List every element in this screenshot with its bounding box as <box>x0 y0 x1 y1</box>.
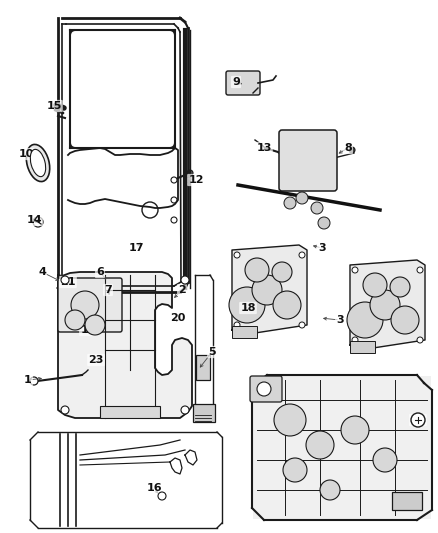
Circle shape <box>352 337 358 343</box>
Circle shape <box>373 448 397 472</box>
Text: 9: 9 <box>232 77 240 87</box>
Circle shape <box>85 315 105 335</box>
Text: 18: 18 <box>240 303 256 313</box>
Circle shape <box>30 377 38 385</box>
Circle shape <box>65 310 85 330</box>
Circle shape <box>283 458 307 482</box>
Text: 20: 20 <box>170 313 186 323</box>
Text: 17: 17 <box>128 243 144 253</box>
Circle shape <box>341 416 369 444</box>
Bar <box>253 376 431 519</box>
Circle shape <box>245 258 269 282</box>
FancyBboxPatch shape <box>58 278 122 332</box>
Circle shape <box>252 275 282 305</box>
Bar <box>392 492 422 510</box>
Text: 16: 16 <box>146 483 162 493</box>
Circle shape <box>311 202 323 214</box>
Bar <box>100 406 160 418</box>
Text: 7: 7 <box>104 285 112 295</box>
Text: 11: 11 <box>410 415 426 425</box>
Circle shape <box>61 406 69 414</box>
Text: 5: 5 <box>208 347 216 357</box>
Circle shape <box>390 277 410 297</box>
Text: 6: 6 <box>96 267 104 277</box>
Bar <box>350 341 375 353</box>
Circle shape <box>61 276 69 284</box>
Circle shape <box>142 202 158 218</box>
Ellipse shape <box>30 149 46 176</box>
Text: 3: 3 <box>318 243 326 253</box>
Text: 21: 21 <box>60 277 76 287</box>
Text: 15: 15 <box>46 101 62 111</box>
Circle shape <box>187 170 193 176</box>
Circle shape <box>171 217 177 223</box>
Ellipse shape <box>26 144 49 182</box>
Circle shape <box>320 480 340 500</box>
Circle shape <box>273 291 301 319</box>
Text: 19: 19 <box>80 325 96 335</box>
Circle shape <box>234 322 240 328</box>
Text: 8: 8 <box>344 143 352 153</box>
Circle shape <box>171 197 177 203</box>
Circle shape <box>299 322 305 328</box>
Text: 23: 23 <box>88 355 104 365</box>
Circle shape <box>171 177 177 183</box>
Polygon shape <box>58 272 192 418</box>
Text: 4: 4 <box>38 267 46 277</box>
Circle shape <box>229 287 265 323</box>
Text: 12: 12 <box>188 175 204 185</box>
Text: 2: 2 <box>178 285 186 295</box>
Circle shape <box>370 290 400 320</box>
Circle shape <box>306 431 334 459</box>
Circle shape <box>181 406 189 414</box>
Circle shape <box>71 291 99 319</box>
Polygon shape <box>350 260 425 350</box>
Text: 13: 13 <box>256 143 272 153</box>
Circle shape <box>349 147 355 153</box>
Bar <box>196 355 210 380</box>
Circle shape <box>234 252 240 258</box>
Polygon shape <box>232 245 307 335</box>
Circle shape <box>257 382 271 396</box>
Bar <box>232 326 257 338</box>
Circle shape <box>296 192 308 204</box>
Circle shape <box>352 267 358 273</box>
Text: 1: 1 <box>24 375 32 385</box>
Circle shape <box>186 177 191 182</box>
Circle shape <box>158 492 166 500</box>
Circle shape <box>411 413 425 427</box>
Circle shape <box>272 262 292 282</box>
Circle shape <box>391 306 419 334</box>
Circle shape <box>363 273 387 297</box>
Circle shape <box>417 267 423 273</box>
Circle shape <box>347 302 383 338</box>
Circle shape <box>284 197 296 209</box>
Circle shape <box>417 337 423 343</box>
Bar <box>193 404 215 422</box>
Circle shape <box>181 276 189 284</box>
FancyBboxPatch shape <box>226 71 260 95</box>
Circle shape <box>299 252 305 258</box>
Text: 10: 10 <box>18 149 34 159</box>
FancyBboxPatch shape <box>279 130 337 191</box>
FancyBboxPatch shape <box>250 376 282 402</box>
Text: 14: 14 <box>26 215 42 225</box>
Circle shape <box>274 404 306 436</box>
Circle shape <box>33 217 43 227</box>
Circle shape <box>318 217 330 229</box>
Text: 3: 3 <box>336 315 344 325</box>
